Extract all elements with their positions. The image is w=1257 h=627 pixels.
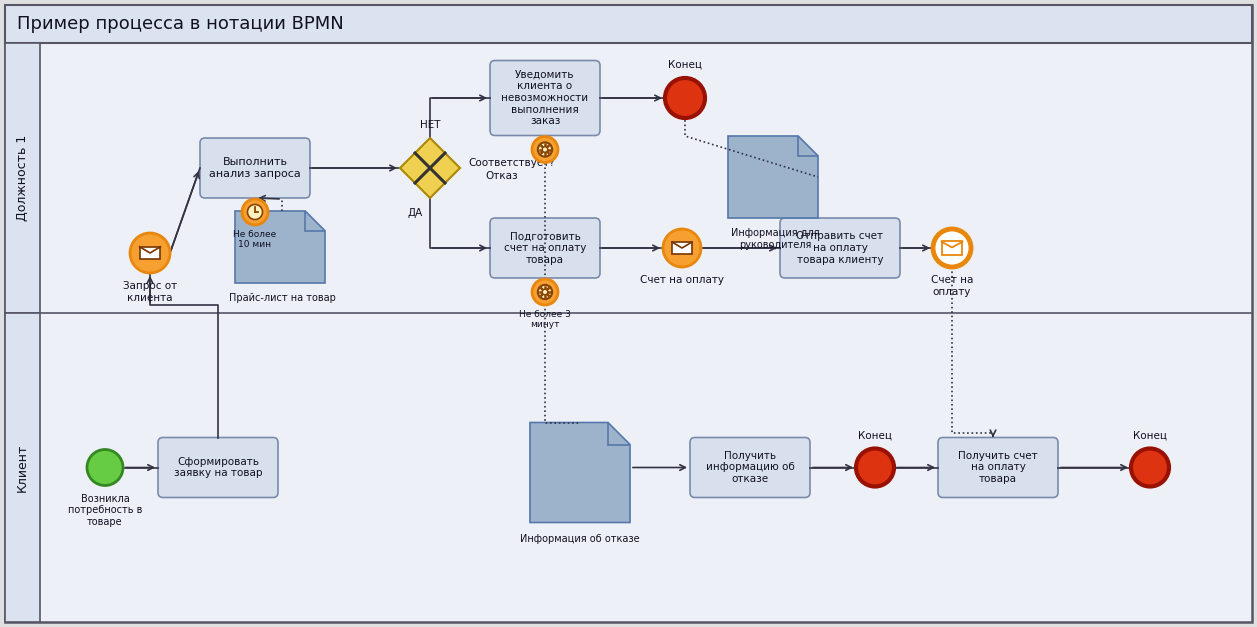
Circle shape [856, 448, 894, 487]
Text: ДА: ДА [407, 208, 422, 218]
Text: Конец: Конец [667, 60, 701, 70]
Text: Не более
10 мин: Не более 10 мин [234, 230, 277, 250]
Circle shape [538, 285, 552, 299]
Text: Получить счет
на оплату
товара: Получить счет на оплату товара [958, 451, 1038, 484]
Text: Информация об отказе: Информация об отказе [520, 534, 640, 544]
Bar [140, 247, 161, 259]
Text: Информация для
руководителя: Информация для руководителя [730, 228, 820, 250]
FancyBboxPatch shape [690, 438, 810, 497]
Bar [5, 43, 40, 313]
Circle shape [532, 137, 558, 162]
FancyBboxPatch shape [490, 60, 600, 135]
Circle shape [665, 78, 705, 118]
Bar [941, 241, 963, 255]
Bar [140, 247, 161, 259]
Text: Уведомить
клиента о
невозможности
выполнения
заказ: Уведомить клиента о невозможности выполн… [502, 70, 588, 126]
Text: Возникла
потребность в
товаре: Возникла потребность в товаре [68, 493, 142, 527]
Text: Сформировать
заявку на товар: Сформировать заявку на товар [173, 456, 263, 478]
Circle shape [542, 289, 548, 295]
Text: Получить
информацию об
отказе: Получить информацию об отказе [705, 451, 794, 484]
PathPatch shape [728, 136, 818, 218]
FancyBboxPatch shape [200, 138, 310, 198]
Circle shape [933, 229, 970, 267]
Circle shape [243, 199, 268, 225]
Text: Конец: Конец [1133, 431, 1166, 441]
Text: Отказ: Отказ [485, 171, 518, 181]
Text: Отправить счет
на оплату
товара клиенту: Отправить счет на оплату товара клиенту [797, 231, 884, 265]
Text: Счет на оплату: Счет на оплату [640, 275, 724, 285]
Text: Подготовить
счет на оплату
товара: Подготовить счет на оплату товара [504, 231, 586, 265]
Text: Прайс-лист на товар: Прайс-лист на товар [229, 293, 336, 303]
Text: Конец: Конец [859, 431, 892, 441]
Text: Клиент: Клиент [16, 443, 29, 492]
FancyBboxPatch shape [938, 438, 1058, 497]
Text: Пример процесса в нотации BPMN: Пример процесса в нотации BPMN [18, 15, 343, 33]
Circle shape [542, 147, 548, 152]
Text: Выполнить
анализ запроса: Выполнить анализ запроса [209, 157, 300, 179]
Bar [672, 242, 691, 254]
Circle shape [538, 142, 552, 157]
Text: Должность 1: Должность 1 [16, 135, 29, 221]
Text: НЕТ: НЕТ [420, 120, 440, 130]
Circle shape [532, 279, 558, 305]
Circle shape [662, 229, 701, 267]
Text: Соответствует?: Соответствует? [468, 158, 554, 168]
PathPatch shape [235, 211, 326, 283]
Text: Счет на
оплату: Счет на оплату [931, 275, 973, 297]
Circle shape [248, 204, 263, 219]
Bar [5, 5, 1252, 43]
FancyBboxPatch shape [158, 438, 278, 497]
Circle shape [87, 450, 123, 485]
Text: Не более 3
минут: Не более 3 минут [519, 310, 571, 329]
Polygon shape [400, 138, 460, 198]
Text: Запрос от
клиента: Запрос от клиента [123, 281, 177, 303]
Bar [672, 242, 691, 254]
Circle shape [1131, 448, 1169, 487]
Bar [5, 313, 40, 622]
Circle shape [129, 233, 170, 273]
PathPatch shape [530, 423, 630, 522]
FancyBboxPatch shape [781, 218, 900, 278]
FancyBboxPatch shape [490, 218, 600, 278]
